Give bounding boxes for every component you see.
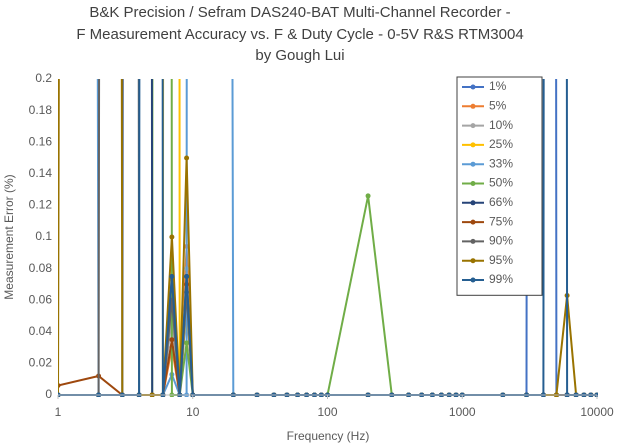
point [184, 340, 190, 346]
y-tick-label: 0.18 [29, 103, 53, 117]
y-tick-label: 0.02 [29, 356, 53, 370]
chart-title: F Measurement Accuracy vs. F & Duty Cycl… [76, 26, 523, 43]
y-tick-label: 0.16 [29, 134, 53, 148]
point [169, 274, 175, 279]
point [184, 155, 190, 161]
y-tick-label: 0.14 [29, 166, 53, 180]
legend-label: 33% [489, 156, 513, 170]
point [169, 337, 175, 343]
x-tick-label: 10 [186, 405, 200, 419]
legend-marker [470, 219, 476, 225]
legend-label: 90% [489, 234, 513, 248]
y-tick-label: 0.04 [29, 324, 53, 338]
legend-label: 25% [489, 137, 513, 151]
legend-marker [470, 161, 476, 167]
y-tick-label: 0.06 [29, 292, 53, 306]
point [169, 234, 175, 240]
legend-marker [470, 258, 476, 264]
x-tick-label: 100 [317, 405, 337, 419]
legend-marker [470, 181, 476, 186]
legend-marker [470, 84, 476, 90]
legend-marker [470, 123, 476, 129]
y-axis-title: Measurement Error (%) [2, 174, 16, 299]
legend-label: 10% [489, 118, 513, 132]
legend-marker [470, 277, 476, 283]
y-tick-label: 0.12 [29, 198, 53, 212]
legend-marker [470, 103, 476, 109]
legend-label: 1% [489, 79, 507, 93]
x-tick-label: 1000 [449, 405, 476, 419]
point [365, 193, 371, 199]
legend-label: 75% [489, 214, 513, 228]
legend-marker [470, 238, 476, 244]
chart-title: B&K Precision / Sefram DAS240-BAT Multi-… [89, 4, 510, 21]
point [184, 274, 190, 279]
y-tick-label: 0 [45, 387, 52, 401]
legend-label: 99% [489, 272, 513, 286]
y-tick-label: 0.2 [35, 71, 52, 85]
legend-label: 95% [489, 253, 513, 267]
x-axis-title: Frequency (Hz) [287, 429, 370, 443]
legend-label: 50% [489, 176, 513, 190]
x-tick-label: 1 [55, 405, 62, 419]
legend-box [456, 76, 543, 296]
legend-label: 66% [489, 195, 513, 209]
legend-label: 5% [489, 98, 507, 112]
x-tick-label: 10000 [580, 405, 614, 419]
y-tick-label: 0.1 [35, 229, 52, 243]
chart-title: by Gough Lui [255, 47, 344, 64]
legend-marker [470, 142, 476, 148]
y-tick-label: 0.08 [29, 261, 53, 275]
legend-marker [470, 200, 476, 206]
